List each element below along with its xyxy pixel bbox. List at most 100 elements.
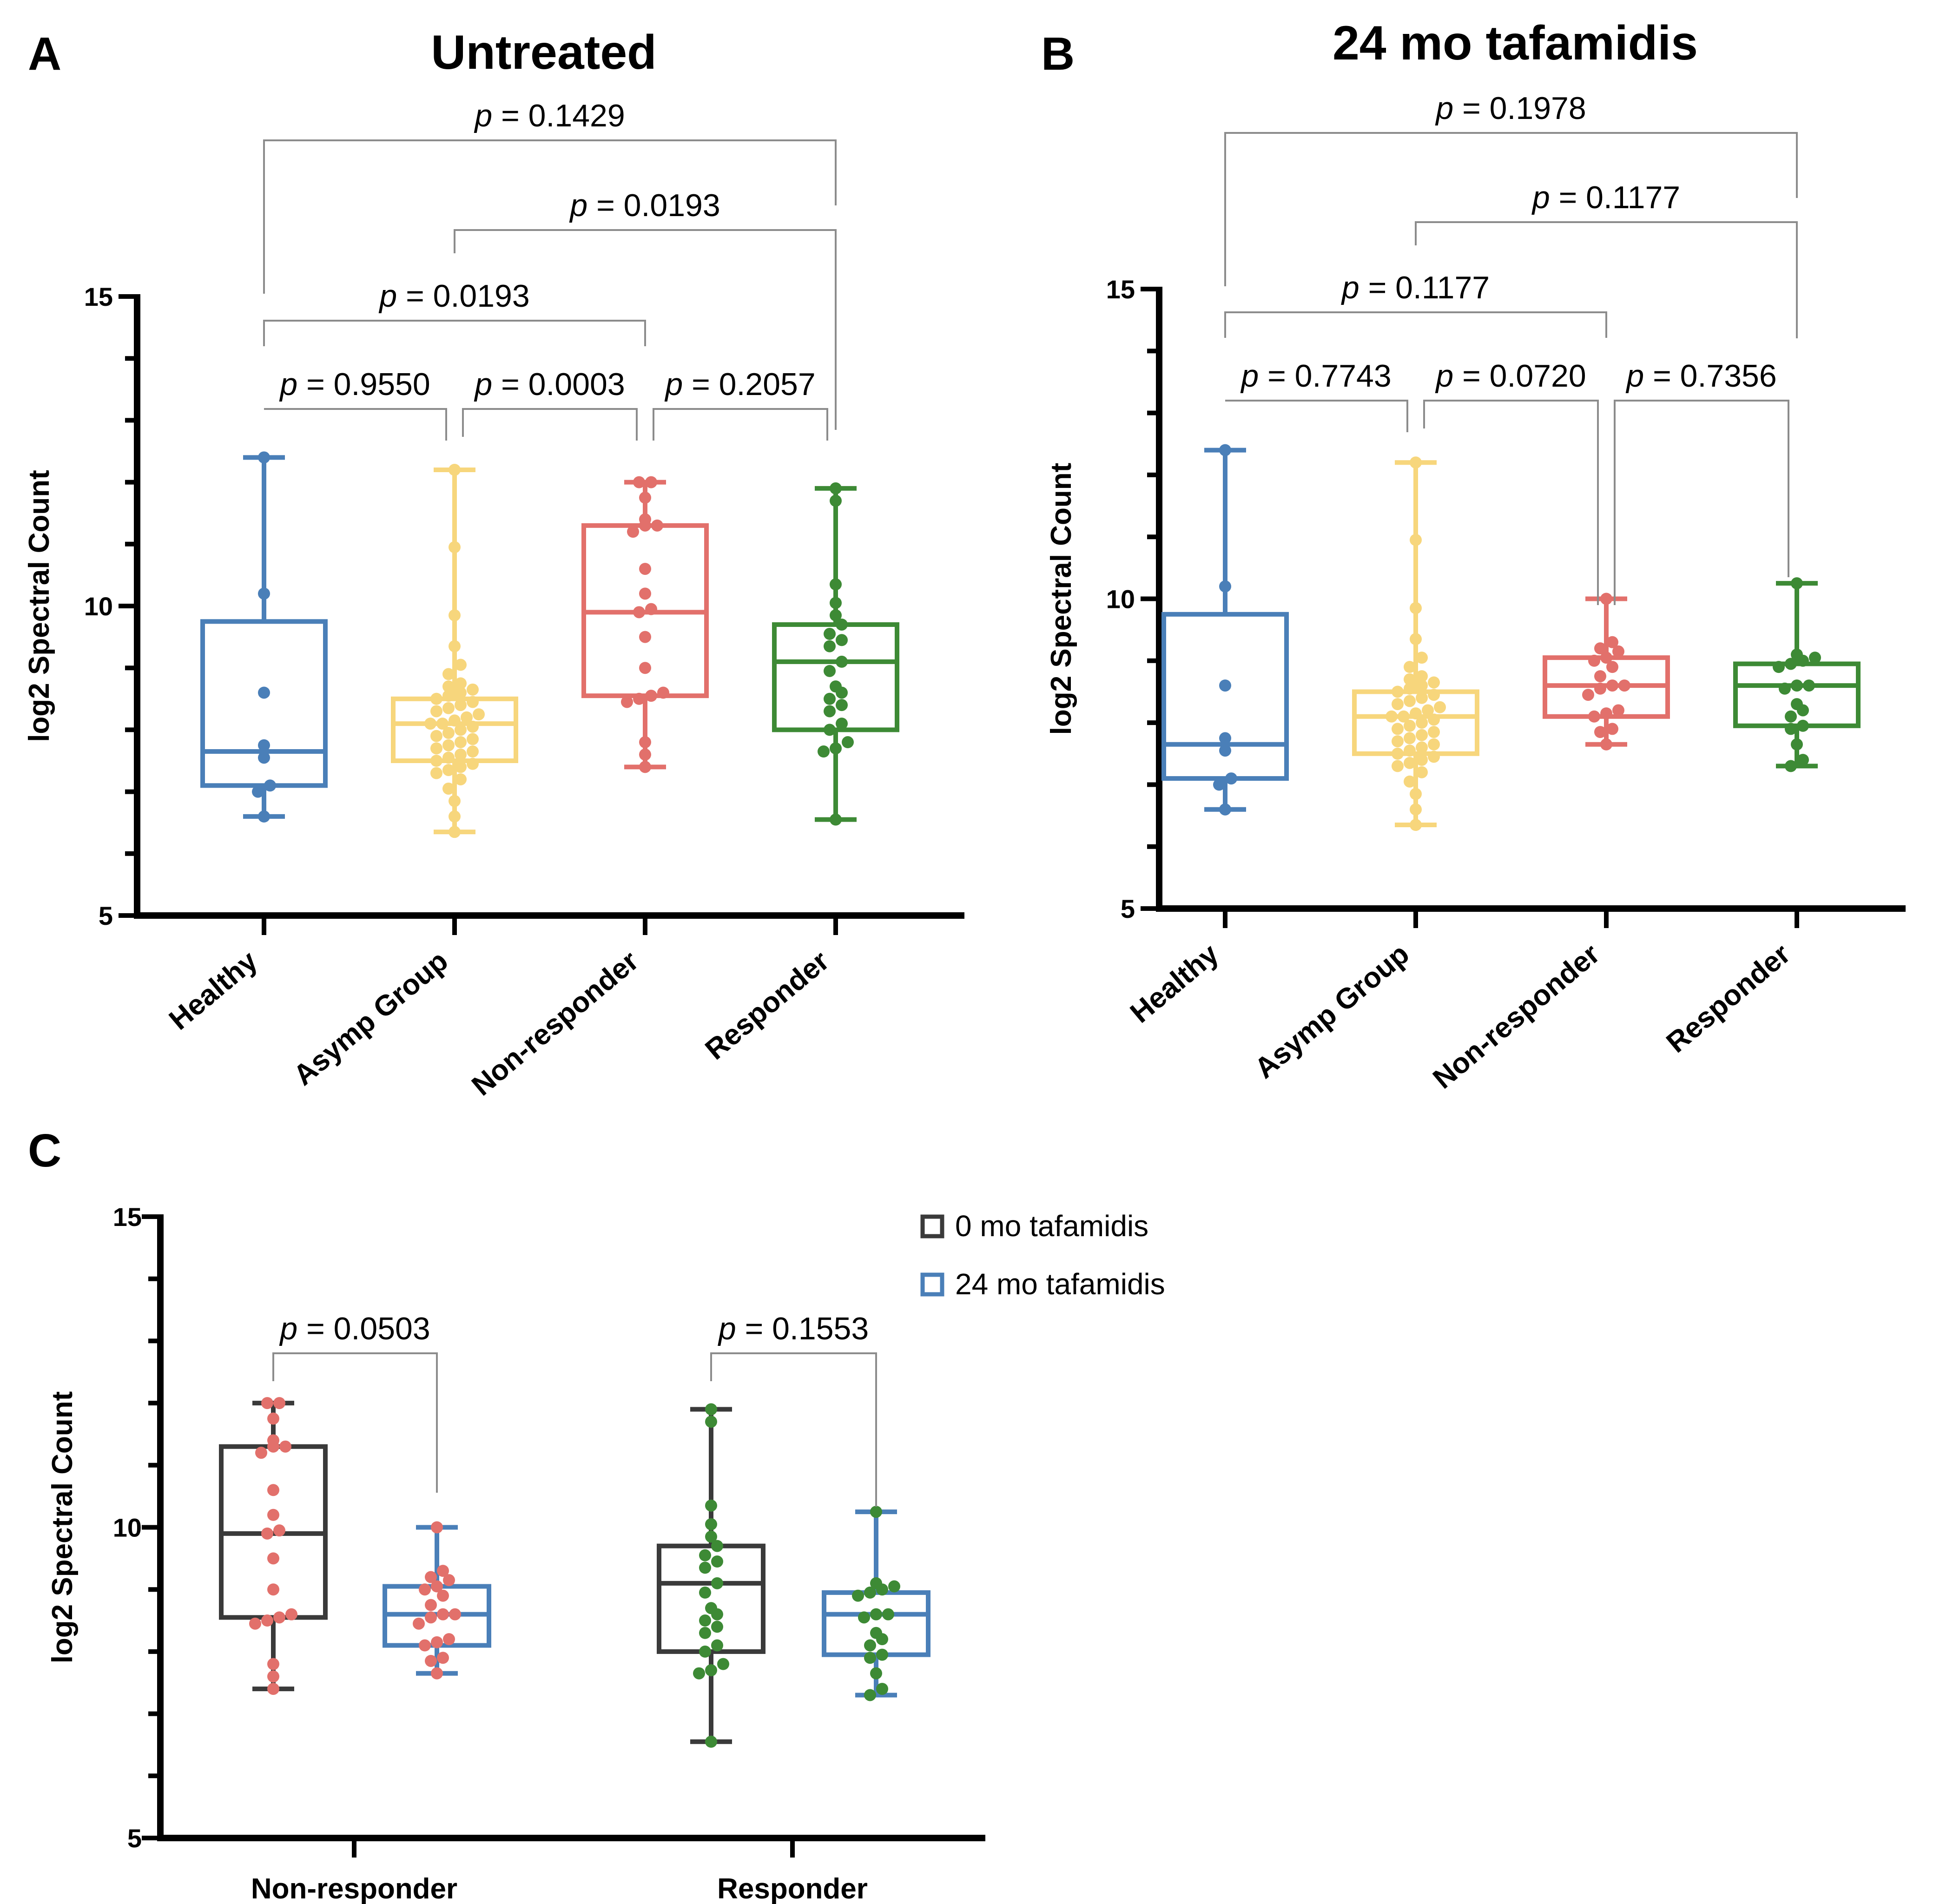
group-1-box-0-point-1: [693, 1667, 705, 1680]
group-1-box-1-point-16: [870, 1506, 882, 1518]
group-0-box-0-point-0: [267, 1683, 279, 1695]
box-0-point-5: [1219, 679, 1231, 692]
box-1-point-31: [1404, 682, 1416, 695]
comparison-bracket-2: [1614, 400, 1789, 605]
comparison-bracket-4: [1415, 221, 1798, 338]
box-2-point-7: [1594, 682, 1606, 695]
group-0-box-1-point-14: [443, 1574, 455, 1587]
y-tick-label-15: 15: [113, 1202, 142, 1232]
group-1-box-1-point-1: [876, 1683, 888, 1695]
box-1-point-28: [455, 699, 467, 712]
box-1-point-25: [473, 708, 485, 721]
box-1-point-22: [436, 718, 449, 730]
box-1-point-11: [1416, 741, 1428, 754]
box-3-point-17: [830, 609, 842, 621]
box-1-point-41: [449, 463, 461, 476]
box-3-point-15: [1791, 648, 1803, 661]
box-1-point-15: [1416, 729, 1428, 741]
box-1-point-33: [1428, 676, 1440, 689]
comparison-label-1: p = 0.0720: [1435, 358, 1586, 394]
box-1-point-5: [430, 767, 442, 779]
group-0-box-1-point-11: [437, 1589, 449, 1602]
box-1-point-8: [1428, 751, 1440, 763]
panel-label-b: B: [1041, 28, 1075, 80]
comparison-label-1: p = 0.1553: [718, 1311, 869, 1346]
box-2-point-12: [1588, 654, 1600, 667]
box-3-point-10: [1803, 679, 1815, 692]
box-1-point-30: [1392, 685, 1404, 698]
box-1-point-36: [1404, 661, 1416, 673]
box-3-point-3: [1785, 723, 1797, 735]
x-tick-label-1: Asymp Group: [1249, 938, 1415, 1085]
box-3-point-0: [1785, 760, 1797, 772]
y-tick-label-15: 15: [1106, 275, 1135, 304]
box-3-point-12: [836, 655, 848, 668]
comparison-bracket-3: [263, 320, 646, 346]
y-axis-title: log2 Spectral Count: [46, 1391, 79, 1664]
box-1-point-8: [467, 758, 479, 770]
group-0-box-0-point-2: [267, 1658, 279, 1670]
panel-label-c: C: [28, 1125, 61, 1177]
box-0-point-1: [252, 785, 264, 798]
box-1-point-9: [1392, 747, 1404, 760]
group-1-box-1-point-11: [852, 1589, 864, 1602]
group-0-box-1-point-8: [437, 1608, 449, 1621]
box-1-point-6: [1404, 757, 1416, 769]
box-1-point-23: [1410, 707, 1422, 720]
group-0-box-1-point-4: [431, 1636, 443, 1648]
comparison-label-3: p = 0.1177: [1341, 270, 1490, 305]
group-0-box-0-point-3: [249, 1617, 261, 1630]
box-3-point-4: [824, 724, 836, 736]
box-2-point-16: [1606, 636, 1618, 648]
box-1-point-41: [1410, 456, 1422, 469]
box-3-point-15: [824, 627, 836, 640]
box-0-point-3: [258, 751, 270, 764]
box-1-point-3: [442, 782, 455, 795]
group-1-box-1-point-8: [858, 1611, 870, 1624]
y-axis-title: log2 Spectral Count: [1045, 463, 1077, 735]
comparison-label-5: p = 0.1429: [474, 98, 625, 133]
box-1-point-23: [449, 714, 461, 727]
x-tick-label-1: Asymp Group: [288, 945, 454, 1092]
box-3-point-6: [824, 705, 836, 718]
comparison-bracket-1: [462, 408, 638, 441]
group-0-box-1-point-3: [419, 1639, 431, 1652]
group-1-box-0-box: [657, 1543, 765, 1654]
group-1-box-1-point-14: [888, 1580, 900, 1593]
group-1-box-0-point-0: [705, 1735, 717, 1748]
box-3-point-7: [1791, 698, 1803, 711]
box-1-point-2: [449, 795, 461, 807]
y-tick-label-10: 10: [84, 592, 113, 621]
box-1-point-7: [455, 761, 467, 773]
box-1-point-11: [455, 748, 467, 761]
box-3-point-21: [830, 482, 842, 494]
group-1-box-1-point-15: [870, 1577, 882, 1589]
box-2-point-13: [1600, 652, 1612, 664]
group-0-box-1-point-1: [425, 1654, 437, 1667]
box-1-point-18: [1404, 719, 1416, 732]
box-2-point-4: [1600, 707, 1612, 720]
box-3-point-1: [1797, 754, 1809, 766]
x-tick-label-3: Responder: [699, 945, 835, 1066]
group-1-box-0-point-11: [699, 1586, 711, 1599]
box-3-point-16: [1791, 577, 1803, 590]
group-1-box-0-point-3: [717, 1658, 729, 1670]
box-0-point-5: [258, 686, 270, 699]
box-3-point-1: [818, 745, 830, 758]
box-1-point-3: [1404, 775, 1416, 788]
comparison-bracket-5: [1224, 132, 1798, 286]
group-1-box-1-point-9: [870, 1608, 882, 1621]
box-1-point-34: [442, 680, 455, 693]
box-2-point-3: [621, 696, 633, 708]
box-1-point-29: [467, 696, 479, 708]
box-2-point-10: [645, 603, 657, 615]
x-tick-label-0: Healthy: [163, 945, 264, 1036]
box-1-point-19: [1416, 717, 1428, 729]
box-2-point-5: [645, 690, 657, 702]
box-3-point-2: [830, 742, 842, 755]
box-1-point-30: [430, 692, 442, 705]
box-1-point-7: [1416, 754, 1428, 766]
group-1-box-0-point-18: [705, 1518, 717, 1530]
chart-panel-b: 24 mo tafamidis 5 10 15 log2 Spectral Count H…: [1045, 16, 1906, 1095]
box-1-point-29: [1428, 689, 1440, 701]
